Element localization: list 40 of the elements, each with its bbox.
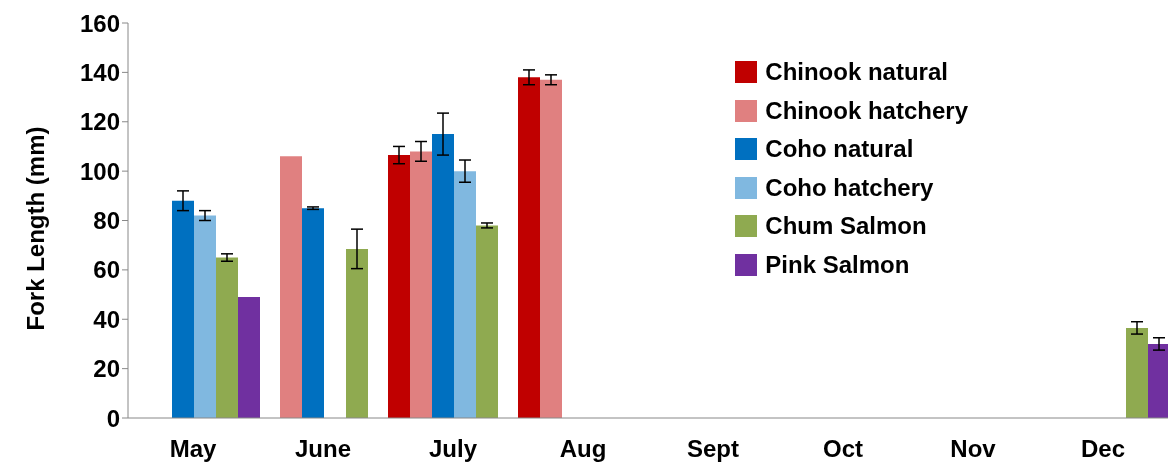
bar bbox=[454, 171, 476, 418]
bar bbox=[388, 155, 410, 418]
legend-label: Pink Salmon bbox=[765, 250, 910, 279]
x-tick-label: July bbox=[428, 435, 478, 463]
y-tick-label: 160 bbox=[79, 9, 120, 37]
bar bbox=[518, 77, 540, 418]
y-tick-label: 120 bbox=[79, 108, 120, 136]
bar bbox=[1126, 327, 1148, 418]
bar bbox=[302, 208, 324, 418]
x-tick-label: Dec bbox=[1080, 435, 1126, 463]
bar bbox=[346, 248, 368, 418]
x-tick-label: May bbox=[169, 435, 217, 463]
y-axis-title: Fork Length (mm) bbox=[21, 126, 49, 331]
bar bbox=[410, 151, 432, 418]
legend-label: Coho natural bbox=[765, 135, 914, 164]
x-tick-label: June bbox=[294, 435, 352, 463]
y-tick-label: 0 bbox=[106, 404, 120, 432]
bar bbox=[216, 257, 238, 418]
y-tick-label: 140 bbox=[79, 58, 120, 86]
legend-label: Coho hatchery bbox=[765, 173, 934, 202]
y-tick-label: 20 bbox=[93, 355, 120, 383]
y-tick-label: 40 bbox=[93, 305, 120, 333]
x-tick-label: Oct bbox=[822, 435, 864, 463]
bar bbox=[540, 79, 562, 418]
bar bbox=[476, 225, 498, 418]
x-tick-label: Sept bbox=[686, 435, 740, 463]
bar bbox=[432, 134, 454, 418]
x-tick-label: Aug bbox=[559, 435, 607, 463]
bar bbox=[238, 297, 260, 418]
y-tick-label: 80 bbox=[93, 207, 120, 235]
legend-label: Chinook hatchery bbox=[765, 96, 968, 125]
y-tick-label: 60 bbox=[93, 256, 120, 284]
bar bbox=[172, 200, 194, 418]
legend-label: Chinook natural bbox=[765, 58, 948, 87]
bar bbox=[194, 215, 216, 418]
bar bbox=[1148, 343, 1168, 418]
x-tick-label: Nov bbox=[950, 435, 997, 463]
y-tick-label: 100 bbox=[79, 157, 120, 185]
legend-label: Chum Salmon bbox=[765, 212, 927, 241]
bar bbox=[280, 156, 302, 418]
